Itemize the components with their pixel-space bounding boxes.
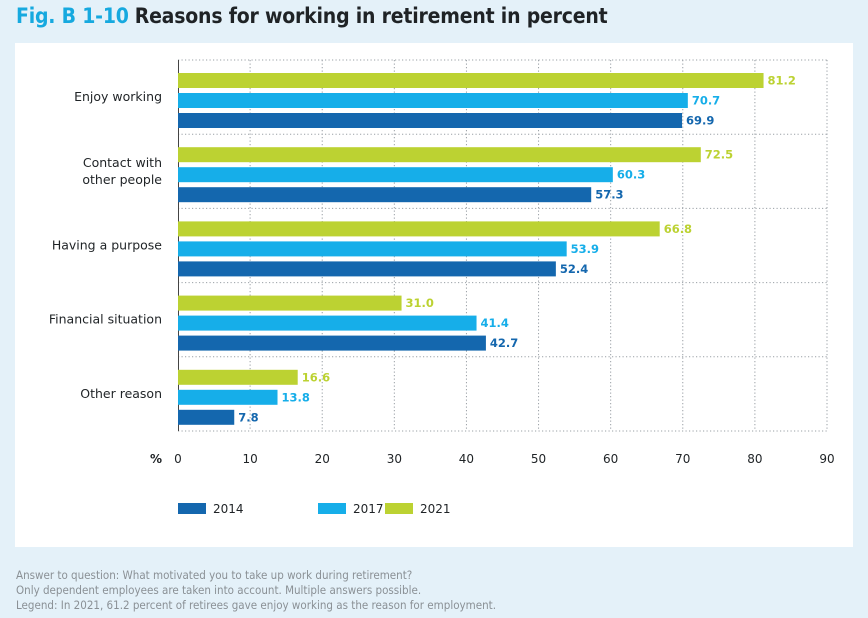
category-label-enjoy-working: Enjoy working	[74, 89, 162, 104]
category-label-other-reason: Other reason	[80, 386, 162, 401]
footnotes: Answer to question: What motivated you t…	[16, 568, 496, 613]
value-label-other-reason-2014: 7.8	[238, 410, 258, 424]
value-label-enjoy-working-2021: 81.2	[768, 74, 796, 88]
bar-having-a-purpose-2014	[178, 261, 556, 277]
bar-financial-situation-2014	[178, 335, 486, 351]
value-label-having-a-purpose-2014: 52.4	[560, 262, 588, 276]
bar-contact-with-other-people-2014	[178, 187, 592, 203]
x-tick-label: 30	[387, 452, 402, 466]
x-tick-label: 10	[242, 452, 257, 466]
footnote-scope: Only dependent employees are taken into …	[16, 583, 422, 597]
x-tick-label: 0	[174, 452, 182, 466]
bar-other-reason-2021	[178, 369, 298, 385]
figure-title: Fig. B 1-10 Reasons for working in retire…	[16, 4, 608, 28]
legend-swatch-2021	[385, 503, 413, 514]
bar-having-a-purpose-2021	[178, 221, 660, 237]
figure-label: Fig. B 1-10	[16, 4, 129, 28]
value-label-other-reason-2017: 13.8	[282, 390, 310, 404]
value-label-other-reason-2021: 16.6	[302, 370, 330, 384]
footnote-legend: Legend: In 2021, 61.2 percent of retiree…	[16, 598, 496, 612]
value-label-having-a-purpose-2017: 53.9	[571, 242, 599, 256]
value-label-enjoy-working-2017: 70.7	[692, 94, 720, 108]
category-label-contact-with-other-people: Contact with other people	[82, 155, 162, 187]
bar-enjoy-working-2017	[178, 93, 688, 108]
bar-financial-situation-2017	[178, 315, 477, 331]
bar-chart: 81.2 70.7 69.9 Enjoy working 72.5 60.3 57.3 Con…	[49, 59, 835, 516]
value-label-financial-situation-2014: 42.7	[490, 336, 518, 350]
x-tick-label: 90	[819, 452, 834, 466]
category-label-financial-situation: Financial situation	[49, 312, 162, 327]
value-label-contact-with-other-people-2021: 72.5	[705, 148, 733, 162]
legend-swatch-2017	[318, 503, 346, 514]
value-label-contact-with-other-people-2017: 60.3	[617, 168, 645, 182]
x-tick-label: 50	[531, 452, 546, 466]
x-axis-unit-label: %	[150, 452, 162, 466]
bar-other-reason-2017	[178, 389, 278, 405]
figure-title-text: Reasons for working in retirement in per…	[134, 4, 608, 28]
x-tick-label: 80	[747, 452, 762, 466]
x-tick-label: 70	[675, 452, 690, 466]
value-label-having-a-purpose-2021: 66.8	[664, 222, 692, 236]
bar-enjoy-working-2014	[178, 113, 683, 128]
legend-label-2014: 2014	[213, 502, 244, 516]
x-tick-label: 20	[315, 452, 330, 466]
x-tick-label: 60	[603, 452, 618, 466]
value-label-financial-situation-2021: 31.0	[406, 296, 434, 310]
bar-financial-situation-2021	[178, 295, 402, 311]
legend-swatch-2014	[178, 503, 206, 514]
value-label-financial-situation-2017: 41.4	[481, 316, 509, 330]
category-label-having-a-purpose: Having a purpose	[52, 238, 162, 253]
chart-panel: 81.2 70.7 69.9 Enjoy working 72.5 60.3 57.3 Con…	[15, 43, 853, 547]
value-label-enjoy-working-2014: 69.9	[686, 114, 714, 128]
value-label-contact-with-other-people-2014: 57.3	[595, 188, 623, 202]
bar-contact-with-other-people-2021	[178, 147, 701, 163]
footnote-question: Answer to question: What motivated you t…	[16, 568, 413, 582]
bar-contact-with-other-people-2017	[178, 167, 613, 183]
bar-enjoy-working-2021	[178, 73, 764, 88]
legend-label-2021: 2021	[420, 502, 451, 516]
bar-other-reason-2014	[178, 409, 235, 425]
bar-having-a-purpose-2017	[178, 241, 567, 257]
legend-label-2017: 2017	[353, 502, 384, 516]
x-tick-label: 40	[459, 452, 474, 466]
